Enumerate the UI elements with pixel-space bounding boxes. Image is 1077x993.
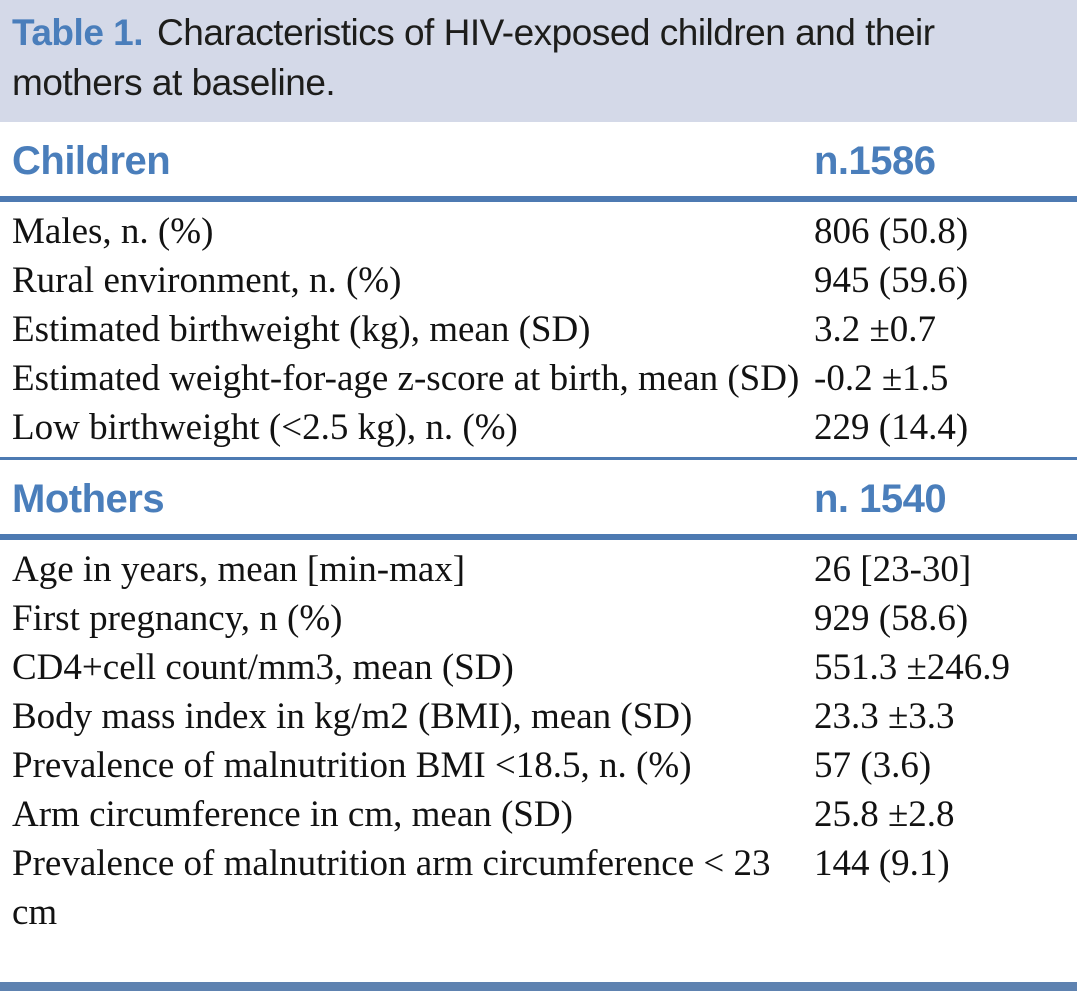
row-label: Rural environment, n. (%) [12,260,402,301]
row-label: CD4+cell count/mm3, mean (SD) [12,647,514,688]
table-caption-text: Characteristics of HIV-exposed children … [12,12,935,103]
table-row: Males, n. (%) 806 (50.8) [0,207,1077,256]
row-value: 57 (3.6) [814,745,932,786]
table-row: First pregnancy, n (%) 929 (58.6) [0,594,1077,643]
table-row: Prevalence of malnutrition BMI <18.5, n.… [0,741,1077,790]
section-header-row: Children n.1586 [0,138,1077,196]
row-value: 229 (14.4) [814,407,969,448]
table-row: Prevalence of malnutrition arm circumfer… [0,839,1077,937]
row-label: Age in years, mean [min-max] [12,549,466,590]
row-label: First pregnancy, n (%) [12,598,343,639]
row-value: 929 (58.6) [814,598,969,639]
row-label: Prevalence of malnutrition arm circumfer… [12,843,771,933]
row-value: 26 [23-30] [814,549,972,590]
row-value: 144 (9.1) [814,843,950,884]
table-row: Rural environment, n. (%) 945 (59.6) [0,256,1077,305]
section-rows: Age in years, mean [min-max] 26 [23-30] Fi… [0,545,1077,937]
table-row: Body mass index in kg/m2 (BMI), mean (SD… [0,692,1077,741]
row-value: 945 (59.6) [814,260,969,301]
row-value: 3.2 ±0.7 [814,309,937,350]
row-value: -0.2 ±1.5 [814,358,949,399]
row-label: Estimated weight-for-age z-score at birt… [12,358,800,399]
row-label: Prevalence of malnutrition BMI <18.5, n.… [12,745,692,786]
row-value: 551.3 ±246.9 [814,647,1011,688]
table-body: Children n.1586 Males, n. (%) 806 (50.8) Rur… [0,122,1077,937]
section-header-rule [0,196,1077,202]
table-row: Estimated birthweight (kg), mean (SD) 3.2… [0,305,1077,354]
bottom-border-bar [0,982,1077,991]
section-sample-count: n. 1540 [814,477,947,521]
table-row: Arm circumference in cm, mean (SD) 25.8 ±… [0,790,1077,839]
section-header-rule [0,534,1077,540]
section-divider-rule [0,457,1077,460]
section-title: Mothers [12,477,165,521]
row-label: Arm circumference in cm, mean (SD) [12,794,573,835]
section-title: Children [12,139,171,183]
section-children: Children n.1586 Males, n. (%) 806 (50.8) Rur… [0,138,1077,452]
table-row: CD4+cell count/mm3, mean (SD) 551.3 ±246.… [0,643,1077,692]
table-caption: Table 1. Characteristics of HIV-exposed c… [0,0,1077,122]
row-label: Body mass index in kg/m2 (BMI), mean (SD… [12,696,693,737]
section-rows: Males, n. (%) 806 (50.8) Rural environment… [0,207,1077,452]
row-value: 23.3 ±3.3 [814,696,955,737]
row-value: 806 (50.8) [814,211,969,252]
row-label: Males, n. (%) [12,211,214,252]
section-sample-count: n.1586 [814,139,936,183]
table-row: Low birthweight (<2.5 kg), n. (%) 229 (14… [0,403,1077,452]
table-row: Estimated weight-for-age z-score at birt… [0,354,1077,403]
section-header-row: Mothers n. 1540 [0,476,1077,534]
table-number-label: Table 1. [12,12,144,53]
row-label: Estimated birthweight (kg), mean (SD) [12,309,591,350]
row-value: 25.8 ±2.8 [814,794,955,835]
row-label: Low birthweight (<2.5 kg), n. (%) [12,407,518,448]
table-row: Age in years, mean [min-max] 26 [23-30] [0,545,1077,594]
section-mothers: Mothers n. 1540 Age in years, mean [min-ma… [0,457,1077,937]
